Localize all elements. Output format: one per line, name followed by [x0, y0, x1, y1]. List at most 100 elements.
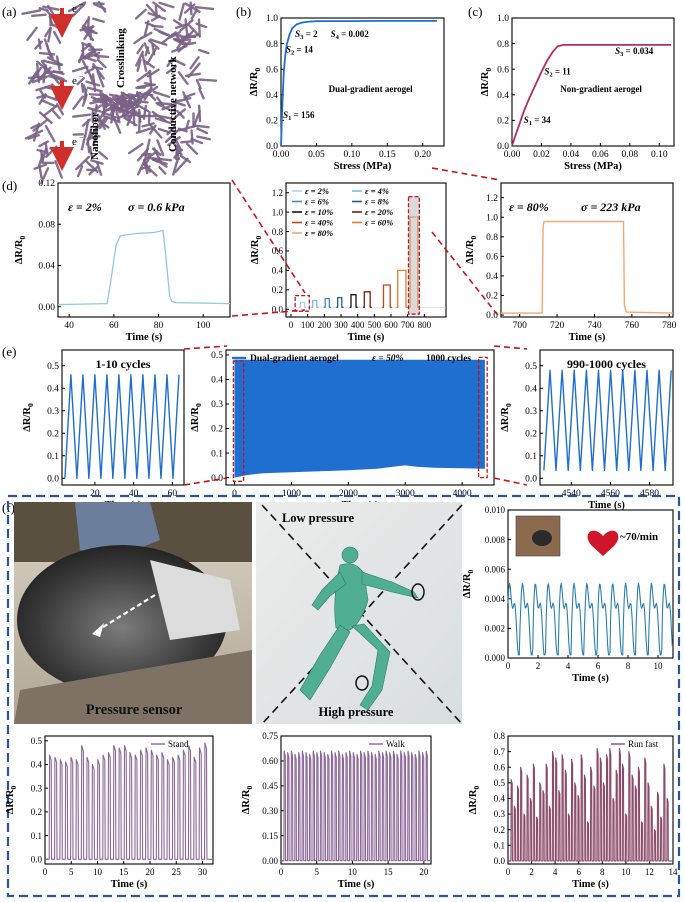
- y-tick-label: 0.0: [497, 142, 509, 152]
- zoom-box: [407, 195, 420, 315]
- nanofiber-segment: [87, 42, 97, 52]
- nanofiber-segment: [136, 58, 142, 73]
- nanofiber-segment: [79, 25, 95, 32]
- nanofiber-segment: [176, 109, 185, 119]
- nanofiber-segment: [166, 125, 176, 136]
- x-tick-label: 0: [506, 661, 511, 671]
- chart-c-stress-response: 0.00 0.02 0.04 0.06 0.08 0.10 0.0 0.2 0.4 0.6 0.8 1…: [480, 14, 675, 172]
- y-axis-label: ΔR/R0: [480, 68, 493, 97]
- chart-e-last-cycles: 4540 4560 4580 0.0 0.1 0.2 0.3 0.4 0.5 Time (s) ΔR…: [500, 349, 674, 511]
- nanofiber-segment: [82, 84, 88, 97]
- nanofiber-segment: [161, 103, 176, 111]
- legend-label: ε = 60%: [365, 218, 393, 228]
- x-tick-label: 0: [289, 320, 294, 330]
- y-tick-label: 0.08: [38, 220, 55, 230]
- x-tick-label: 40: [129, 489, 139, 499]
- svg-text:−: −: [79, 0, 84, 9]
- zoom-box: [477, 356, 488, 479]
- sensitivity-label: S3 = 2: [295, 29, 318, 41]
- y-tick-label: 0.4: [272, 266, 284, 276]
- strain-annotation: ε = 80%: [509, 200, 549, 214]
- x-axis-label: Time (s): [111, 879, 148, 890]
- electron-arrow: e −: [50, 133, 84, 171]
- y-tick-label: 0.4: [494, 794, 506, 804]
- x-tick-label: 0.08: [622, 150, 639, 160]
- nanofiber-segment: [27, 134, 40, 140]
- y-axis-label: ΔR/R0: [468, 786, 481, 815]
- label-value: = 156: [291, 110, 315, 120]
- data-line: [511, 44, 672, 147]
- application-frame: [6, 494, 681, 898]
- label-value: = 2: [303, 29, 318, 39]
- x-tick-label: 0.06: [592, 150, 609, 160]
- nanofiber-segment: [80, 134, 87, 151]
- y-axis-label: ΔR/R0: [249, 68, 262, 97]
- cycle-trace: [64, 374, 180, 479]
- x-axis-label: Time (s): [572, 673, 609, 684]
- nanofiber-segment: [183, 3, 196, 14]
- electron-arrow: e −: [50, 72, 84, 110]
- nanofiber-segment: [55, 103, 65, 116]
- nanofiber-segment: [158, 166, 167, 175]
- nanofiber-segment: [105, 94, 113, 107]
- y-tick-label: 0.2: [486, 292, 498, 302]
- nanofiber-segment: [184, 72, 201, 78]
- chart-d-strain-steps: 0 100 200 300 400 500 600 700 8000.00.20.40.60.8…: [250, 182, 447, 343]
- nanofiber-segment: [171, 57, 186, 67]
- nanofiber-segment: [196, 135, 211, 141]
- nanofiber-segment: [167, 136, 181, 147]
- y-tick-label: 0.04: [38, 262, 55, 272]
- y-axis-label: ΔR/R0: [14, 236, 27, 265]
- nanofiber-segment: [98, 150, 108, 160]
- x-tick-label: 8: [600, 867, 605, 877]
- x-tick-label: 0.10: [344, 150, 361, 160]
- label-value: = 0.034: [623, 46, 653, 56]
- nanofiber-segment: [135, 50, 145, 67]
- nanofiber-segment: [127, 142, 144, 155]
- nanofiber-segment: [153, 114, 172, 120]
- zoom-box: [294, 294, 310, 312]
- x-tick-label: 2: [529, 867, 534, 877]
- pressure-sensor-label: Pressure sensor: [86, 702, 183, 718]
- svg-text:e: e: [72, 3, 77, 15]
- nanofiber-segment: [52, 23, 62, 31]
- nanofiber-segment: [40, 99, 58, 108]
- x-tick-label: 15: [119, 867, 129, 877]
- nanofiber-segment: [42, 5, 60, 11]
- gait-trace: [508, 747, 673, 862]
- nanofiber-segment: [28, 70, 39, 85]
- electron-arrow: e −: [50, 0, 84, 38]
- nanofiber-segment: [71, 113, 91, 118]
- y-tick-label: 0.008: [485, 535, 506, 545]
- nanofiber-segment: [180, 140, 193, 144]
- nanofiber-segment: [92, 116, 107, 134]
- nanofiber-segment: [78, 50, 94, 62]
- sensitivity-label: S2 = 11: [544, 66, 571, 78]
- y-tick-label: 0.3: [525, 407, 537, 417]
- low-pressure-label: Low pressure: [282, 511, 355, 525]
- nanofiber-segment: [50, 108, 61, 120]
- x-tick-label: 10: [93, 867, 103, 877]
- nanofiber-segment: [114, 95, 135, 102]
- nanofiber-segment: [185, 119, 190, 131]
- nanofiber-segment: [190, 137, 204, 145]
- x-tick-label: 780: [662, 321, 677, 331]
- y-axis-label: ΔR/R0: [190, 403, 203, 432]
- x-axis-label: Time (s): [348, 332, 385, 343]
- y-tick-label: 0.4: [47, 384, 59, 394]
- nanofiber-segment: [44, 124, 56, 143]
- y-tick-label: 0.8: [272, 227, 284, 237]
- nanofiber-segment: [175, 146, 180, 161]
- nanofiber-segment: [166, 65, 178, 75]
- nanofiber-segment: [36, 93, 48, 99]
- nanofiber-segment: [101, 111, 117, 119]
- y-tick-label: 0.1: [47, 452, 59, 462]
- cycle-envelope: [234, 359, 485, 478]
- nanofiber-segment: [32, 122, 41, 142]
- nanofiber-network: [21, 1, 218, 185]
- y-axis-label-subscript: 0: [254, 236, 263, 240]
- plot-frame: [507, 735, 674, 865]
- label-symbol: S: [286, 45, 291, 55]
- x-tick-label: 30: [198, 867, 208, 877]
